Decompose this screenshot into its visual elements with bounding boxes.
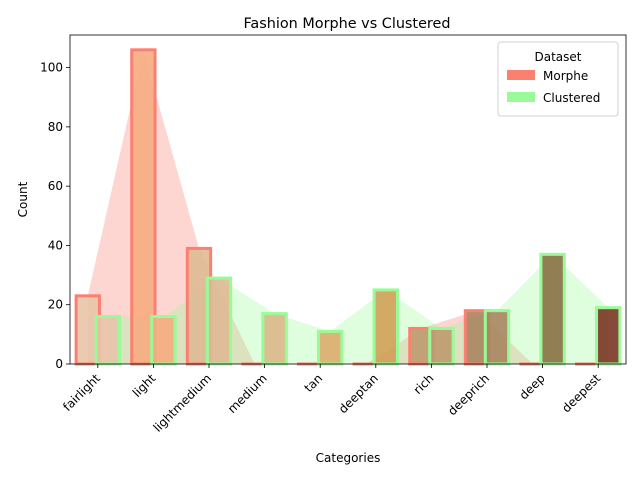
x-axis-label: Categories (316, 451, 381, 465)
bar-clustered-lightmedium (205, 276, 233, 366)
legend-label-clustered: Clustered (543, 91, 600, 105)
bar-clustered-deepest (595, 306, 622, 366)
bar-clustered-light (150, 315, 177, 366)
y-tick-label: 40 (48, 238, 63, 252)
bar-clustered-medium (261, 312, 288, 366)
y-tick-label: 100 (40, 61, 63, 75)
y-tick-label: 0 (55, 357, 63, 371)
chart-title: Fashion Morphe vs Clustered (243, 16, 450, 32)
legend-swatch-clustered (507, 92, 535, 102)
bar-clustered-deep (539, 252, 566, 366)
legend-label-morphe: Morphe (543, 69, 588, 83)
y-axis-label: Count (16, 181, 30, 217)
y-tick-label: 60 (48, 179, 63, 193)
bar-clustered-tan (317, 329, 344, 366)
legend-swatch-morphe (507, 70, 535, 80)
legend: Dataset Morphe Clustered (497, 41, 619, 117)
legend-title: Dataset (535, 50, 582, 64)
y-axis: 0 20 40 60 80 100 (40, 61, 70, 371)
plot-frame (69, 34, 627, 365)
bar-clustered-rich (428, 326, 455, 366)
y-tick-label: 80 (48, 120, 63, 134)
bars (74, 48, 622, 366)
bar-clustered-deeptan (372, 288, 399, 366)
bar-clustered-fairlight (94, 315, 121, 366)
bar-clustered-deeprich (483, 309, 511, 366)
y-tick-label: 20 (48, 298, 63, 312)
